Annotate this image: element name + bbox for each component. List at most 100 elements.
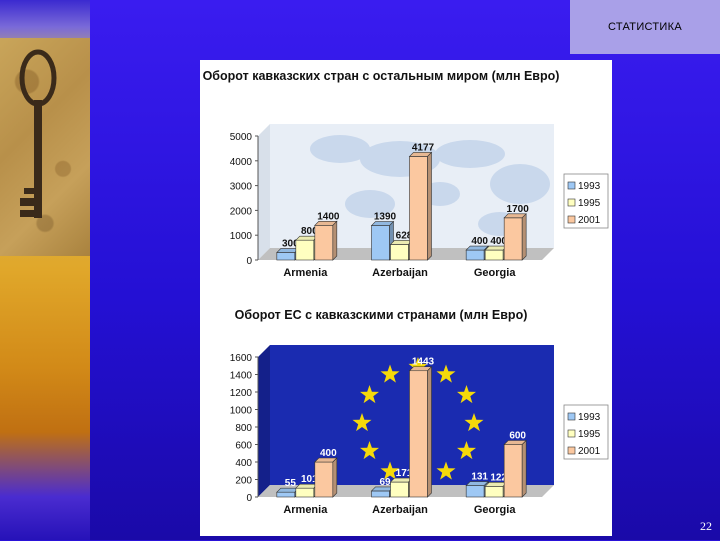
data-label: 131 (471, 472, 488, 483)
bar-side (332, 220, 338, 261)
y-tick-label: 2000 (230, 206, 253, 217)
legend-swatch (567, 198, 576, 207)
bar-front (371, 225, 390, 261)
data-label: 1390 (374, 212, 397, 223)
legend-swatch (567, 412, 576, 421)
bar-front (503, 217, 523, 261)
bar-front (390, 481, 409, 498)
legend-entry-label: 1995 (578, 198, 601, 209)
bar-front (484, 249, 504, 261)
data-label: 1700 (507, 204, 530, 215)
bar-front (295, 487, 315, 498)
chart-title: Оборот кавказских стран с остальным миро… (202, 69, 560, 83)
chart-panel-eu-trade: Оборот ЕС с кавказскими странами (млн Ев… (200, 297, 612, 536)
data-label: 4177 (412, 142, 435, 153)
bar-front (314, 224, 334, 261)
bar-front (465, 249, 485, 261)
bar-front (276, 491, 296, 498)
y-tick-label: 1000 (230, 406, 253, 417)
bar-front (409, 370, 428, 498)
bar-georgia-2001 (503, 213, 527, 261)
antique-key-photo (0, 38, 90, 256)
bar-front (371, 490, 390, 498)
world-map-landmass (345, 190, 395, 218)
data-label: 55 (285, 478, 297, 489)
bar-side (427, 151, 432, 261)
y-tick-label: 1200 (230, 388, 253, 399)
y-tick-label: 1400 (230, 371, 253, 382)
data-label: 300 (282, 239, 299, 250)
chart-eu-trade: 0 200 400 600 800 1000 1200 1400 1600 55 101 400 Arm… (230, 345, 609, 516)
x-category-label: Georgia (474, 504, 516, 516)
eu-star-icon (457, 441, 476, 460)
slide-header-label: СТАТИСТИКА (570, 0, 720, 54)
chart-legend: 1993 1995 2001 (563, 404, 609, 460)
bar-front (390, 244, 409, 261)
data-label: 69 (379, 477, 391, 488)
eu-star-icon (408, 357, 428, 376)
data-label: 1443 (412, 357, 435, 368)
x-category-label: Armenia (283, 267, 328, 279)
bar-front (295, 239, 315, 261)
bar-front (465, 485, 485, 498)
legend-swatch (567, 446, 576, 455)
legend-swatch (567, 429, 576, 438)
legend-swatch (567, 181, 576, 190)
bar-georgia-2001 (503, 439, 527, 498)
y-tick-label: 0 (246, 493, 252, 504)
legend-entry-label: 1995 (578, 429, 601, 440)
y-tick-label: 600 (235, 441, 252, 452)
eu-star-icon (380, 461, 400, 480)
y-tick-label: 1000 (230, 231, 253, 242)
bar-azerbaijan-1993 (370, 220, 395, 261)
chart-panel-world-trade: Оборот кавказских стран с остальным миро… (200, 60, 612, 297)
data-label: 171 (396, 468, 413, 479)
y-tick-label: 0 (246, 256, 252, 267)
data-label: 101 (301, 474, 318, 485)
eu-star-icon (464, 413, 484, 432)
world-map-landmass (310, 135, 370, 163)
bar-armenia-2001 (314, 220, 338, 261)
data-label: 400 (490, 236, 507, 247)
key-icon (19, 49, 57, 218)
x-category-label: Azerbaijan (372, 267, 428, 279)
data-label: 122 (490, 472, 507, 483)
eu-star-icon (380, 364, 400, 383)
chart-legend: 1993 1995 2001 (563, 173, 609, 229)
bar-front (503, 444, 523, 498)
y-tick-label: 4000 (230, 157, 253, 168)
data-label: 400 (320, 448, 337, 459)
bar-side (521, 439, 527, 498)
eu-star-icon (436, 461, 456, 480)
bar-azerbaijan-2001 (408, 366, 433, 498)
x-category-label: Georgia (474, 267, 516, 279)
legend-entry-label: 1993 (578, 412, 601, 423)
bar-front (276, 252, 296, 261)
y-tick-label: 800 (235, 423, 252, 434)
legend-entry-label: 2001 (578, 215, 601, 226)
legend-entry-label: 1993 (578, 181, 601, 192)
eu-star-icon (436, 364, 456, 383)
plot-side-wall (258, 124, 270, 260)
eu-star-icon (360, 385, 379, 404)
eu-star-icon (457, 385, 476, 404)
bar-front (314, 461, 334, 498)
bar-side (521, 213, 527, 261)
legend-entry-label: 2001 (578, 446, 601, 457)
world-map-landmass (435, 140, 505, 168)
x-category-label: Azerbaijan (372, 504, 428, 516)
chart-title: Оборот ЕС с кавказскими странами (млн Ев… (234, 308, 528, 322)
bar-armenia-2001 (314, 457, 338, 498)
data-label: 1400 (317, 211, 340, 222)
y-tick-label: 400 (235, 458, 252, 469)
world-map-landmass (490, 164, 550, 204)
data-label: 400 (471, 236, 488, 247)
bar-front (409, 156, 428, 261)
x-category-label: Armenia (283, 504, 328, 516)
y-tick-label: 1600 (230, 353, 253, 364)
data-label: 600 (509, 431, 526, 442)
plot-side-wall (258, 345, 270, 497)
bar-side (427, 366, 432, 498)
legend-swatch (567, 215, 576, 224)
